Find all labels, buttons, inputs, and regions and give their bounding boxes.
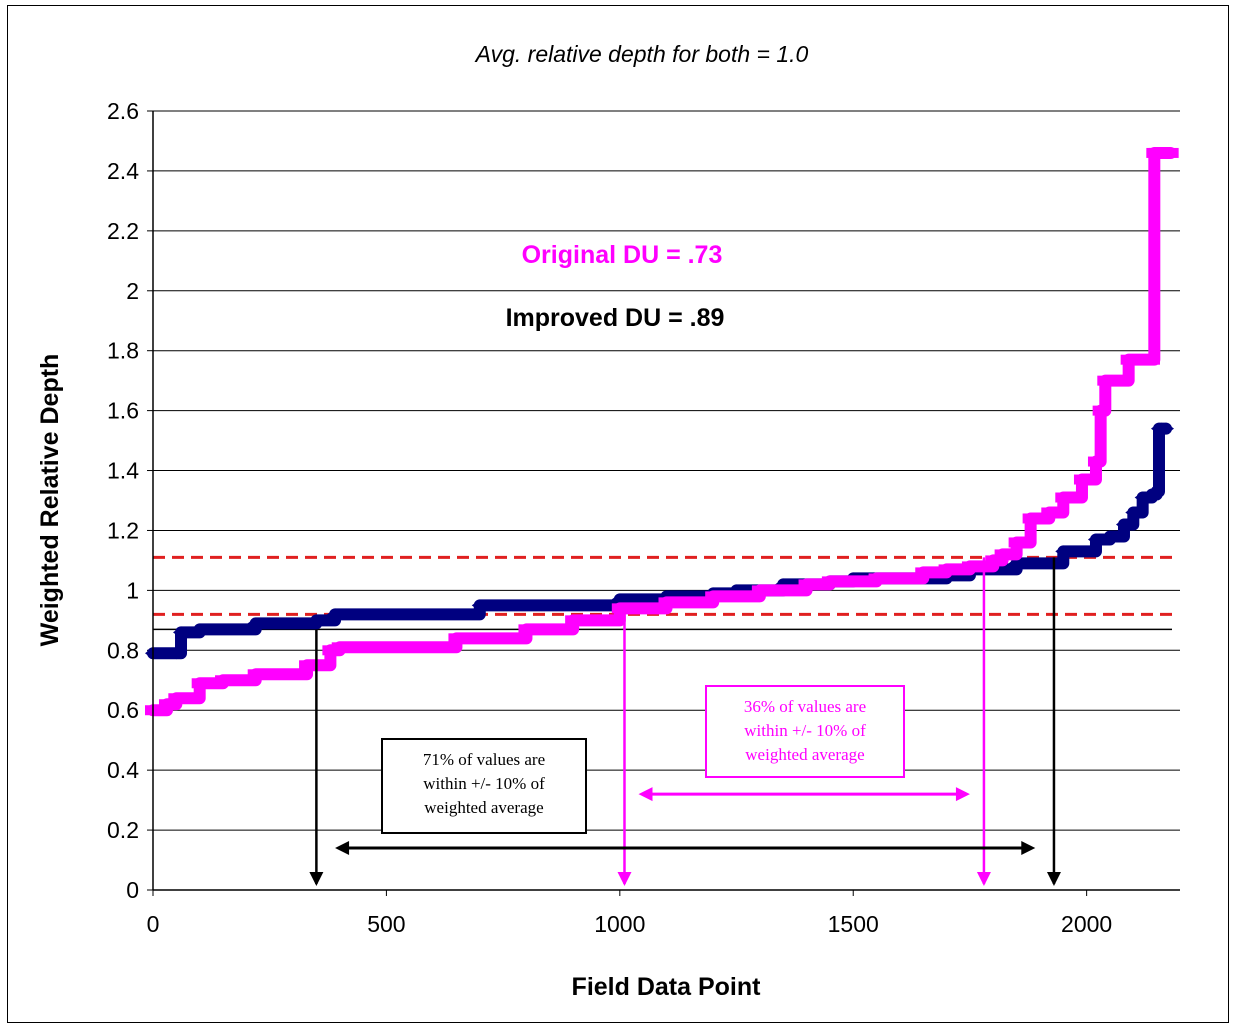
data-point xyxy=(798,579,815,590)
data-point xyxy=(1008,537,1025,548)
data-point xyxy=(1125,506,1142,519)
y-tick-label: 2.6 xyxy=(107,98,139,124)
x-tick-label: 0 xyxy=(147,911,160,937)
y-tick-label: 2.2 xyxy=(107,218,139,244)
data-point xyxy=(1120,354,1137,365)
data-point xyxy=(168,647,185,660)
data-point xyxy=(1097,375,1114,386)
data-point xyxy=(159,699,176,710)
data-point xyxy=(658,597,675,608)
data-point xyxy=(331,642,348,653)
data-point xyxy=(518,624,535,635)
data-point xyxy=(705,591,722,602)
data-point xyxy=(1055,492,1072,503)
improved-box-line-1: 71% of values are xyxy=(423,750,545,769)
improved-box-line-2: within +/- 10% of xyxy=(423,774,545,793)
data-point xyxy=(1087,456,1104,467)
y-tick-label: 0 xyxy=(126,877,139,903)
arrow-head xyxy=(1021,841,1036,856)
data-point xyxy=(994,549,1011,560)
x-tick-label: 500 xyxy=(367,911,405,937)
original-box-line-2: within +/- 10% of xyxy=(744,721,866,740)
data-point xyxy=(1055,545,1072,558)
arrow-head xyxy=(1046,872,1061,886)
data-point xyxy=(1148,485,1165,498)
data-point xyxy=(471,599,488,612)
data-point xyxy=(1115,518,1132,531)
data-point xyxy=(173,626,190,639)
data-point xyxy=(751,585,768,596)
arrow-head xyxy=(638,787,653,802)
data-point xyxy=(1162,147,1179,158)
y-tick-label: 1.4 xyxy=(107,458,139,484)
arrow-head xyxy=(955,787,970,802)
reference-lines xyxy=(153,555,1172,631)
y-tick-label: 2.4 xyxy=(107,158,139,184)
data-point xyxy=(1148,147,1165,158)
data-point xyxy=(611,603,628,614)
x-tick-label: 1000 xyxy=(594,911,645,937)
y-tick-label: 0.4 xyxy=(107,757,139,783)
vertical-markers xyxy=(309,557,1061,886)
data-point xyxy=(961,561,978,572)
data-point xyxy=(327,608,344,621)
series-layer xyxy=(145,146,1179,717)
data-point xyxy=(915,567,932,578)
y-tick-label: 2 xyxy=(126,278,139,304)
data-point xyxy=(845,576,862,587)
x-tick-label: 2000 xyxy=(1061,911,1112,937)
y-tick-labels: 0 0.2 0.4 0.6 0.8 1 1.2 1.4 1.6 1.8 2 2.2 2.4 2.6 xyxy=(107,98,139,903)
data-point xyxy=(322,645,339,656)
y-tick-label: 0.8 xyxy=(107,637,139,663)
data-point xyxy=(215,675,232,686)
data-point xyxy=(448,633,465,644)
original-box-line-1: 36% of values are xyxy=(744,697,866,716)
arrow-head xyxy=(309,872,324,886)
data-point xyxy=(299,660,316,671)
y-tick-label: 1.2 xyxy=(107,517,139,543)
y-tick-label: 1.6 xyxy=(107,398,139,424)
y-axis-title: Weighted Relative Depth xyxy=(36,354,64,647)
data-point xyxy=(191,678,208,689)
data-point xyxy=(247,669,264,680)
data-point xyxy=(1078,474,1095,485)
data-point xyxy=(1143,354,1160,365)
chart-title: Avg. relative depth for both = 1.0 xyxy=(474,41,809,67)
y-tick-label: 1.8 xyxy=(107,338,139,364)
improved-box-line-3: weighted average xyxy=(424,798,543,817)
y-tick-label: 1 xyxy=(126,577,139,603)
data-point xyxy=(565,615,582,626)
x-tick-labels: 0 500 1000 1500 2000 xyxy=(147,890,1112,937)
data-point xyxy=(985,555,1002,566)
data-point xyxy=(247,617,264,630)
data-point xyxy=(168,693,185,704)
x-tick-label: 1500 xyxy=(828,911,879,937)
original-range-box: 36% of values are within +/- 10% of weig… xyxy=(705,685,905,778)
data-point xyxy=(1115,375,1132,386)
data-point xyxy=(938,564,955,575)
data-point xyxy=(308,614,325,627)
arrow-head xyxy=(335,841,350,856)
data-point xyxy=(1022,513,1039,524)
arrow-head xyxy=(976,872,991,886)
grid-lines xyxy=(147,110,1180,891)
y-tick-label: 0.2 xyxy=(107,817,139,843)
x-axis-title: Field Data Point xyxy=(572,973,762,1001)
original-box-line-3: weighted average xyxy=(745,745,864,764)
improved-du-label: Improved DU = .89 xyxy=(506,304,725,332)
improved-range-box: 71% of values are within +/- 10% of weig… xyxy=(381,738,587,834)
data-point xyxy=(1092,405,1109,416)
data-point xyxy=(821,576,838,587)
arrow-head xyxy=(617,872,632,886)
axes xyxy=(152,111,1180,891)
data-point xyxy=(1087,533,1104,546)
data-point xyxy=(868,573,885,584)
data-point xyxy=(1041,507,1058,518)
data-point xyxy=(1157,422,1174,435)
y-tick-label: 0.6 xyxy=(107,697,139,723)
data-point xyxy=(1101,530,1118,543)
original-du-label: Original DU = .73 xyxy=(522,241,723,269)
data-point xyxy=(191,623,208,636)
